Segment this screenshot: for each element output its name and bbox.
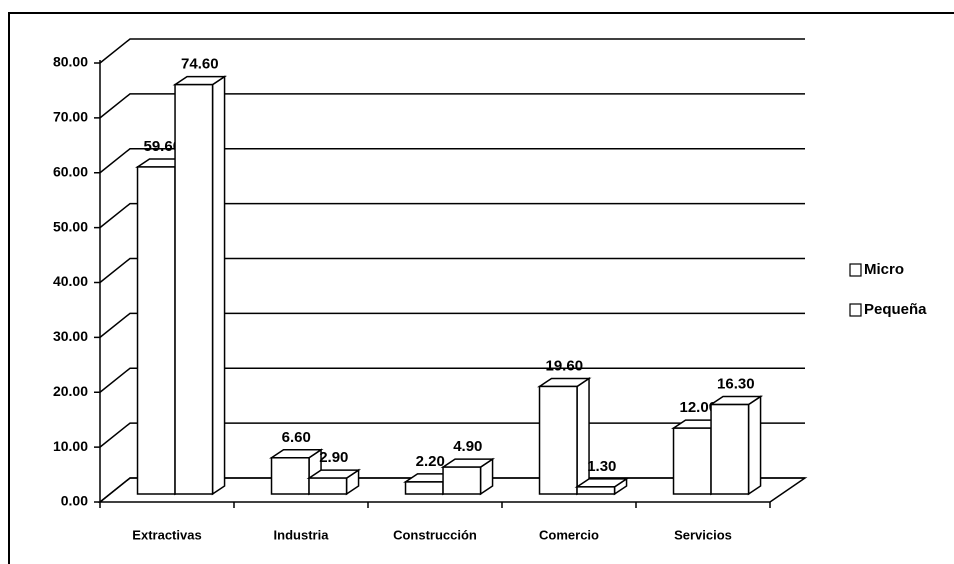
grid-line: [99, 93, 805, 119]
y-tick-label: 60.00: [53, 163, 88, 179]
bar-side: [211, 75, 226, 496]
grid-line: [99, 312, 805, 338]
y-tick-label: 50.00: [53, 218, 88, 234]
data-label: 2.20: [416, 453, 445, 470]
grid-line: [99, 257, 805, 284]
grid-line: [99, 148, 805, 174]
bar: [174, 83, 214, 495]
data-label: 6.60: [282, 429, 311, 446]
x-tick-label: Industria: [274, 527, 330, 542]
bar: [710, 403, 750, 495]
data-label: 74.60: [181, 56, 219, 73]
bar: [576, 486, 616, 495]
y-tick-label: 40.00: [53, 273, 88, 289]
grid-line: [99, 367, 805, 393]
y-tick-label: 70.00: [53, 109, 88, 125]
data-label: 19.60: [546, 357, 584, 374]
x-tick-label: Extractivas: [132, 527, 201, 542]
grid-line: [99, 38, 805, 64]
x-tick-label: Comercio: [539, 527, 599, 542]
x-tick-label: Construcción: [393, 527, 477, 542]
chart-frame: [8, 12, 954, 564]
legend-swatch: [849, 263, 862, 277]
bar-side: [747, 395, 762, 496]
bar: [308, 477, 348, 495]
bar: [538, 385, 578, 495]
y-tick-label: 0.00: [61, 493, 88, 509]
data-label: 16.30: [717, 376, 755, 393]
bar-3d: [537, 377, 592, 496]
bar: [136, 166, 176, 495]
legend-label: Micro: [864, 261, 904, 278]
legend-swatch: [849, 303, 862, 317]
bar-3d: [172, 75, 228, 496]
y-tick-label: 20.00: [53, 383, 88, 399]
y-tick-label: 30.00: [53, 328, 88, 344]
bar-3d: [708, 395, 764, 496]
bar-side: [576, 377, 590, 496]
grid-line: [99, 202, 805, 229]
data-label: 59.60: [144, 138, 182, 155]
data-label: 4.90: [453, 438, 482, 455]
data-label: 12.00: [680, 399, 718, 416]
bar-3d: [574, 477, 630, 496]
data-label: 1.30: [587, 458, 616, 475]
data-label: 2.90: [319, 449, 348, 466]
bar: [442, 466, 482, 495]
x-tick-label: Servicios: [674, 527, 732, 542]
y-tick-label: 10.00: [53, 438, 88, 454]
y-tick-label: 80.00: [53, 54, 88, 70]
bar-3d: [306, 468, 362, 496]
bar: [672, 427, 712, 495]
bar-3d: [269, 448, 324, 496]
bar: [270, 457, 310, 495]
bar-3d: [440, 457, 496, 496]
legend-label: Pequeña: [864, 301, 927, 318]
bar: [404, 481, 444, 495]
